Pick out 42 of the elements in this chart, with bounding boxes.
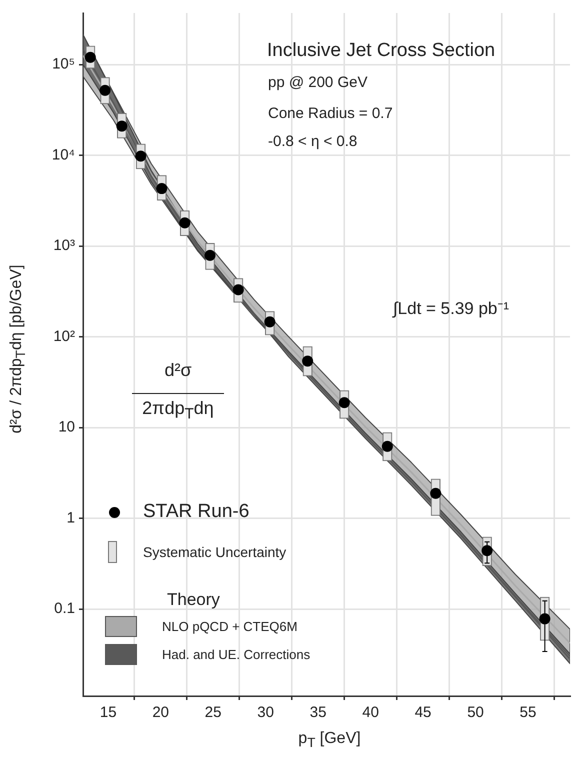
point — [302, 356, 314, 367]
point — [430, 488, 442, 499]
annotation: ∫Ldt = 5.39 pb⁻¹ — [393, 298, 510, 319]
x-tick-label: 25 — [204, 704, 222, 722]
annotation: 2πdp$_{T}$dη — [132, 393, 224, 423]
text: Inclusive Jet Cross Section — [267, 40, 496, 62]
y-tick-label: 10⁵ — [52, 56, 75, 73]
point — [116, 120, 128, 132]
point — [84, 52, 96, 63]
x-tick-label: 40 — [362, 704, 379, 722]
y-tick-label: 10³ — [53, 237, 75, 254]
x-tick-label: 35 — [310, 704, 326, 722]
point — [204, 250, 216, 261]
y-tick-label: 1 — [66, 509, 75, 526]
point — [382, 440, 393, 452]
point — [135, 150, 146, 162]
x-tick-label: 30 — [257, 704, 274, 722]
annotation: pp @ 200 GeV — [268, 74, 368, 91]
legend-label: STAR Run-6 — [143, 501, 250, 523]
point — [264, 316, 276, 328]
point — [100, 84, 111, 96]
x-tick-label: 45 — [414, 704, 432, 722]
y-tick-label: 0.1 — [54, 600, 75, 618]
point — [338, 397, 350, 408]
x-tick-label: 15 — [100, 704, 117, 722]
legend-label: Had. and UE. Corrections — [162, 646, 310, 662]
legend-label: NLO pQCD + CTEQ6M — [162, 618, 298, 634]
point — [156, 183, 168, 194]
legend-label: Systematic Uncertainty — [143, 544, 286, 560]
y-tick-label: 10⁴ — [52, 146, 75, 164]
x-tick-label: 55 — [520, 704, 536, 722]
annotation: Cone Radius = 0.7 — [268, 105, 393, 122]
x-axis-title: p$_{T}$ [GeV] — [297, 730, 362, 750]
x-tick-label: 20 — [152, 704, 170, 722]
annotation: -0.8 < η < 0.8 — [268, 133, 358, 150]
y-tick-label: 10 — [58, 418, 75, 436]
y-tick-label: 10² — [53, 328, 75, 345]
legend-title: Theory — [167, 590, 221, 611]
point — [232, 284, 244, 296]
annotation: d²σ — [163, 360, 193, 381]
point — [179, 217, 190, 228]
x-tick-label: 50 — [467, 704, 484, 722]
